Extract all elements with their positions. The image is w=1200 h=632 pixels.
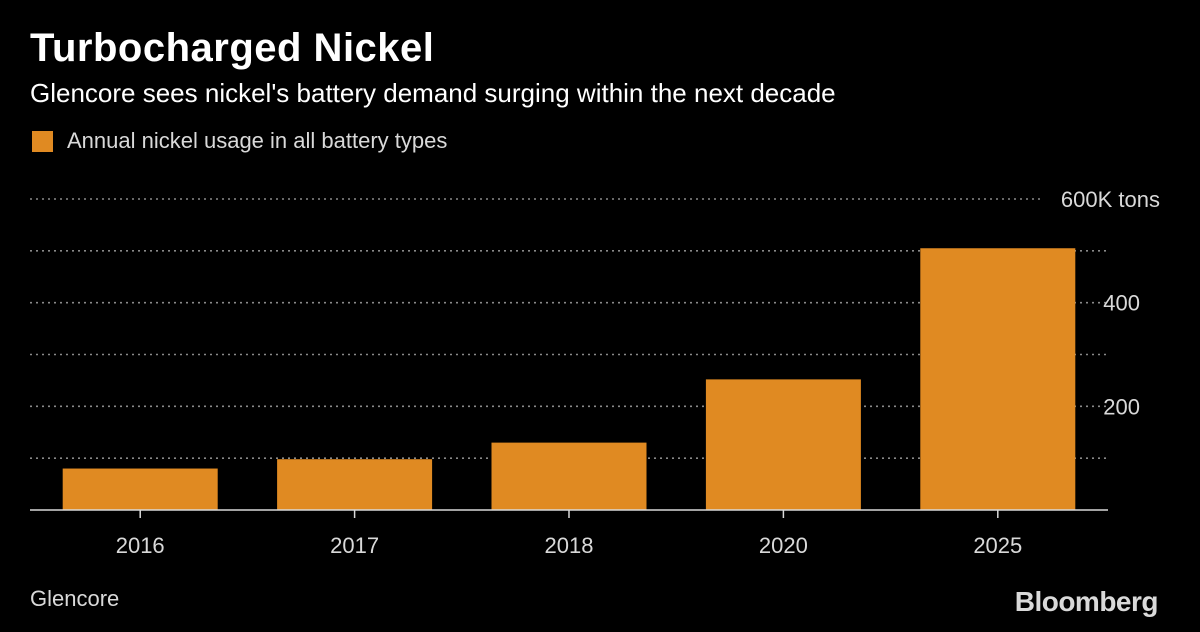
x-tick-label: 2025	[973, 533, 1022, 558]
legend-swatch	[32, 130, 53, 152]
bar	[277, 459, 433, 510]
x-tick-label: 2017	[330, 533, 379, 558]
bar	[920, 248, 1076, 510]
y-tick-label: 200	[1103, 394, 1140, 419]
bar	[62, 468, 218, 510]
bloomberg-logo: Bloomberg	[1014, 586, 1159, 617]
legend: Annual nickel usage in all battery types	[32, 128, 447, 154]
bar	[705, 379, 861, 510]
x-tick-label: 2016	[116, 533, 165, 558]
bar	[491, 442, 647, 510]
y-tick-label: 400	[1103, 291, 1140, 316]
x-tick-label: 2018	[545, 533, 594, 558]
source-note: Glencore	[30, 586, 120, 611]
x-tick-label: 2020	[759, 533, 808, 558]
legend-label: Annual nickel usage in all battery types	[67, 128, 448, 153]
y-tick-label: 600K tons	[1061, 187, 1160, 212]
chart-title: Turbocharged Nickel	[30, 26, 435, 70]
chart-subtitle: Glencore sees nickel's battery demand su…	[30, 78, 836, 108]
